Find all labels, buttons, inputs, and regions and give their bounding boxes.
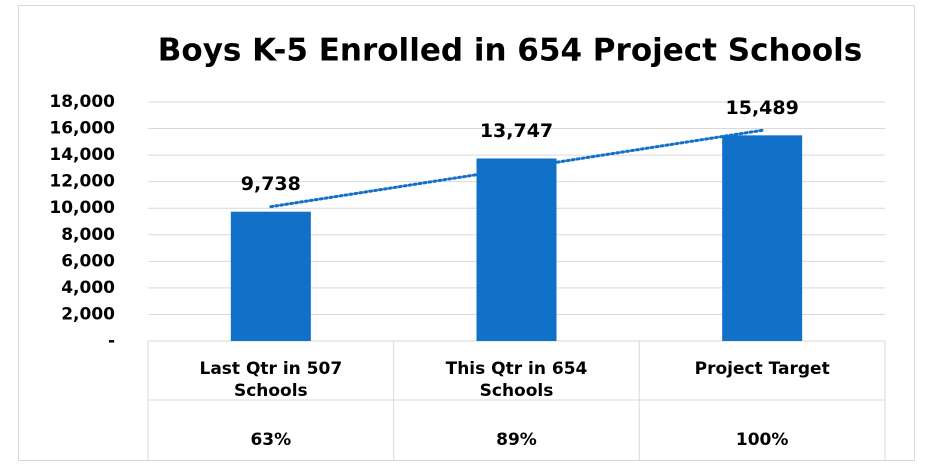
y-tick-label: 18,000 [49, 92, 115, 112]
data-label: 13,747 [480, 120, 553, 142]
y-tick-label: 16,000 [49, 119, 115, 139]
y-tick-label: 8,000 [61, 225, 115, 245]
x-tick-label: Project Target [694, 359, 830, 379]
trendline [269, 128, 764, 209]
table-cell: 63% [250, 430, 291, 450]
y-tick-label: 14,000 [49, 145, 115, 165]
chart-title: Boys K-5 Enrolled in 654 Project Schools [158, 33, 862, 69]
y-tick-label: 12,000 [49, 172, 115, 192]
y-tick-label: 4,000 [61, 278, 115, 298]
data-label: 15,489 [726, 97, 799, 119]
y-tick-label: 6,000 [61, 251, 115, 271]
y-tick-label: 2,000 [61, 304, 115, 324]
table-cell: 89% [496, 430, 537, 450]
data-label: 9,738 [241, 173, 301, 195]
table-cell: 100% [736, 430, 789, 450]
bar [230, 211, 311, 341]
y-tick-label: 10,000 [49, 198, 115, 218]
x-tick-label: Last Qtr in 507 Schools [199, 359, 343, 401]
bar [722, 135, 803, 341]
y-tick-label: - [108, 331, 115, 351]
bar [476, 158, 557, 341]
x-tick-label: This Qtr in 654 Schools [445, 359, 588, 401]
